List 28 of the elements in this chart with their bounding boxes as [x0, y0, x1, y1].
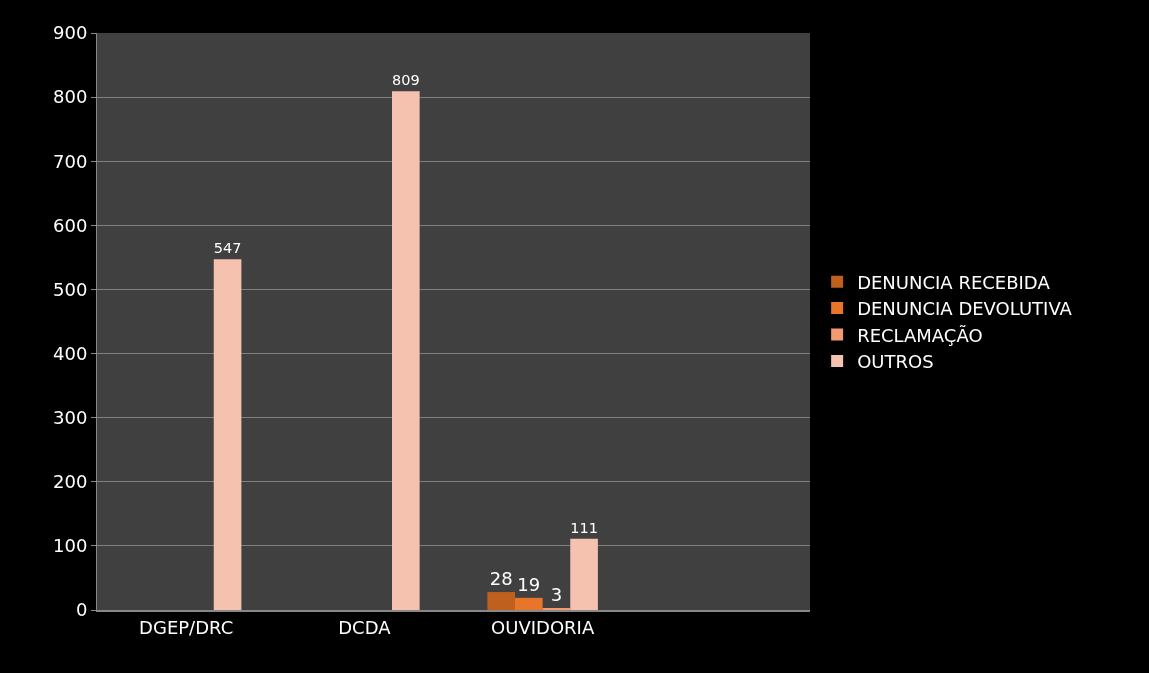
- x-tick-label: DGEP/DRC: [139, 616, 234, 638]
- bar: [570, 538, 598, 610]
- y-tick-label: 100: [53, 535, 88, 557]
- y-tick-label: 0: [75, 599, 88, 621]
- bar: [213, 259, 242, 610]
- bar: [392, 91, 420, 610]
- y-tick-label: 200: [53, 471, 88, 493]
- y-tick-label: 700: [53, 150, 88, 172]
- x-tick-label: OUVIDORIA: [491, 616, 595, 638]
- legend-label: RECLAMAÇÃO: [857, 324, 983, 346]
- legend-label: DENUNCIA DEVOLUTIVA: [857, 298, 1073, 320]
- data-label: 3: [550, 584, 563, 605]
- data-label: 19: [517, 573, 541, 595]
- y-tick-label: 900: [53, 22, 88, 44]
- y-tick-label: 400: [53, 342, 88, 364]
- data-label: 111: [570, 519, 598, 536]
- x-tick-label: DCDA: [338, 616, 392, 638]
- bar: [515, 597, 543, 610]
- data-label: 809: [392, 72, 420, 89]
- legend-label: OUTROS: [857, 350, 934, 372]
- y-tick-label: 600: [53, 214, 88, 236]
- legend-label: DENUNCIA RECEBIDA: [857, 271, 1051, 293]
- y-tick-label: 500: [53, 278, 88, 300]
- data-label: 547: [213, 240, 242, 257]
- y-tick-label: 800: [53, 86, 88, 108]
- y-tick-label: 300: [53, 406, 88, 428]
- bar: [487, 592, 515, 610]
- data-label: 28: [489, 568, 513, 590]
